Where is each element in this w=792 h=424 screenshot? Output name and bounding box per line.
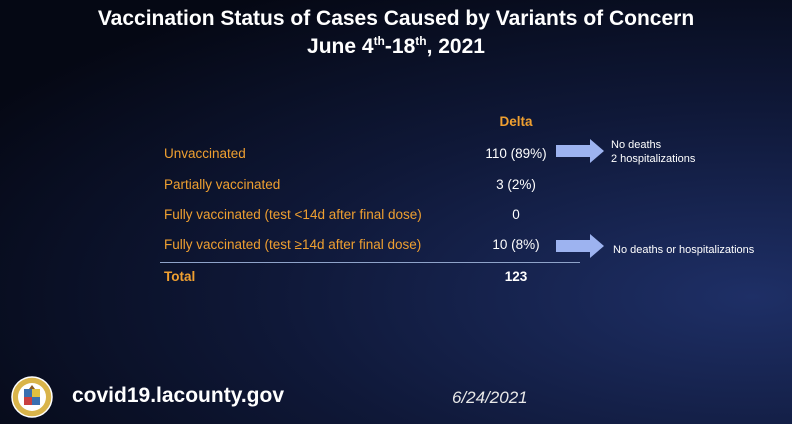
footer-date: 6/24/2021: [452, 388, 528, 407]
slide-title: Vaccination Status of Cases Caused by Va…: [97, 7, 695, 30]
row-label-unvaccinated: Unvaccinated: [164, 146, 246, 161]
row-label-fully-vaccinated-ge14: Fully vaccinated (test ≥14d after final …: [164, 237, 422, 252]
county-seal-icon: [11, 376, 53, 418]
right-arrow-icon: [556, 234, 604, 258]
total-label: Total: [164, 269, 196, 284]
row-value-partially-vaccinated: 3 (2%): [496, 177, 536, 192]
row-value-fully-vaccinated-lt14: 0: [512, 207, 520, 222]
row-label-fully-vaccinated-lt14: Fully vaccinated (test <14d after final …: [164, 207, 422, 222]
right-arrow-icon: [556, 139, 604, 163]
total-value: 123: [504, 269, 528, 284]
footer-url: covid19.lacounty.gov: [72, 384, 284, 407]
note-hospitalizations: 2 hospitalizations: [611, 153, 696, 165]
row-value-unvaccinated: 110 (89%): [485, 146, 547, 161]
row-value-fully-vaccinated-ge14: 10 (8%): [492, 237, 540, 252]
column-header-delta: Delta: [499, 114, 533, 129]
note-no-deaths: No deaths: [611, 139, 662, 151]
row-label-partially-vaccinated: Partially vaccinated: [164, 177, 281, 192]
note-unvaccinated: No deaths 2 hospitalizations: [611, 138, 695, 166]
total-divider: [160, 262, 580, 263]
note-fully-vaccinated: No deaths or hospitalizations: [613, 244, 755, 256]
slide-subtitle-date: June 4th-18th, 2021: [307, 34, 485, 58]
